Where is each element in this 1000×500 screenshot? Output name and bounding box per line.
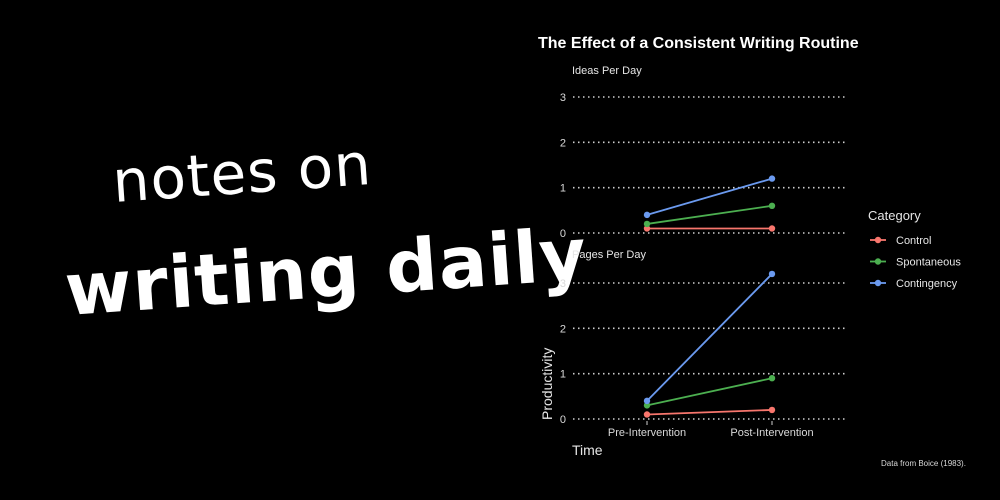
panel-title: Ideas Per Day [572, 65, 642, 77]
legend-title: Category [868, 208, 921, 223]
series-control [643, 225, 776, 232]
data-point [643, 402, 651, 409]
legend-item-control: Control [870, 235, 931, 247]
panel-2: Pages Per Day 0 1 2 3 [560, 249, 848, 426]
data-point [768, 225, 776, 232]
legend-item-contingency: Contingency [870, 278, 958, 290]
series-control [643, 406, 776, 418]
data-point [768, 270, 776, 278]
legend-label: Spontaneous [896, 257, 961, 269]
data-point [768, 175, 776, 182]
panel-1: Ideas Per Day 0 1 2 3 [560, 65, 848, 240]
x-tick-label: Pre-Intervention [608, 427, 686, 439]
data-point [643, 225, 651, 232]
legend-item-spontaneous: Spontaneous [870, 257, 961, 269]
y-tick-label: 2 [560, 323, 566, 335]
series-contingency [643, 175, 776, 219]
series-line [646, 273, 773, 402]
data-point [768, 375, 776, 382]
caption: Data from Boice (1983). [881, 459, 966, 468]
y-axis-label: Productivity [539, 348, 555, 420]
y-tick-label: 2 [560, 137, 566, 149]
legend-label: Control [896, 235, 931, 247]
legend-swatch-point [874, 258, 882, 265]
data-point [768, 202, 776, 209]
y-tick-label: 1 [560, 183, 566, 195]
y-tick-label: 3 [560, 92, 566, 104]
legend-swatch-point [874, 279, 882, 287]
legend: Control Spontaneous Contingency [870, 235, 961, 290]
data-point [643, 397, 651, 405]
y-tick-label: 3 [560, 278, 566, 290]
series-spontaneous [643, 375, 776, 409]
legend-label: Contingency [896, 278, 958, 290]
chart-title: The Effect of a Consistent Writing Routi… [538, 35, 859, 52]
y-tick-label: 0 [560, 228, 566, 240]
panel-title: Pages Per Day [572, 249, 646, 261]
data-point [643, 211, 651, 219]
series-line [646, 204, 773, 225]
data-point [643, 411, 651, 418]
plot-area: Ideas Per Day 0 1 2 3 Pages Per Day 0 1 2 3 Pre-In… [560, 65, 848, 439]
x-axis-label: Time [572, 442, 603, 458]
data-point [768, 406, 776, 414]
y-tick-label: 1 [560, 369, 566, 381]
series-spontaneous [643, 202, 776, 228]
y-tick-label: 0 [560, 414, 566, 426]
series-line [646, 177, 773, 216]
legend-swatch-point [874, 236, 882, 244]
data-point [643, 220, 651, 228]
series-contingency [643, 270, 776, 405]
series-line [646, 377, 773, 407]
series-line [646, 409, 773, 416]
x-tick-label: Post-Intervention [730, 427, 813, 439]
